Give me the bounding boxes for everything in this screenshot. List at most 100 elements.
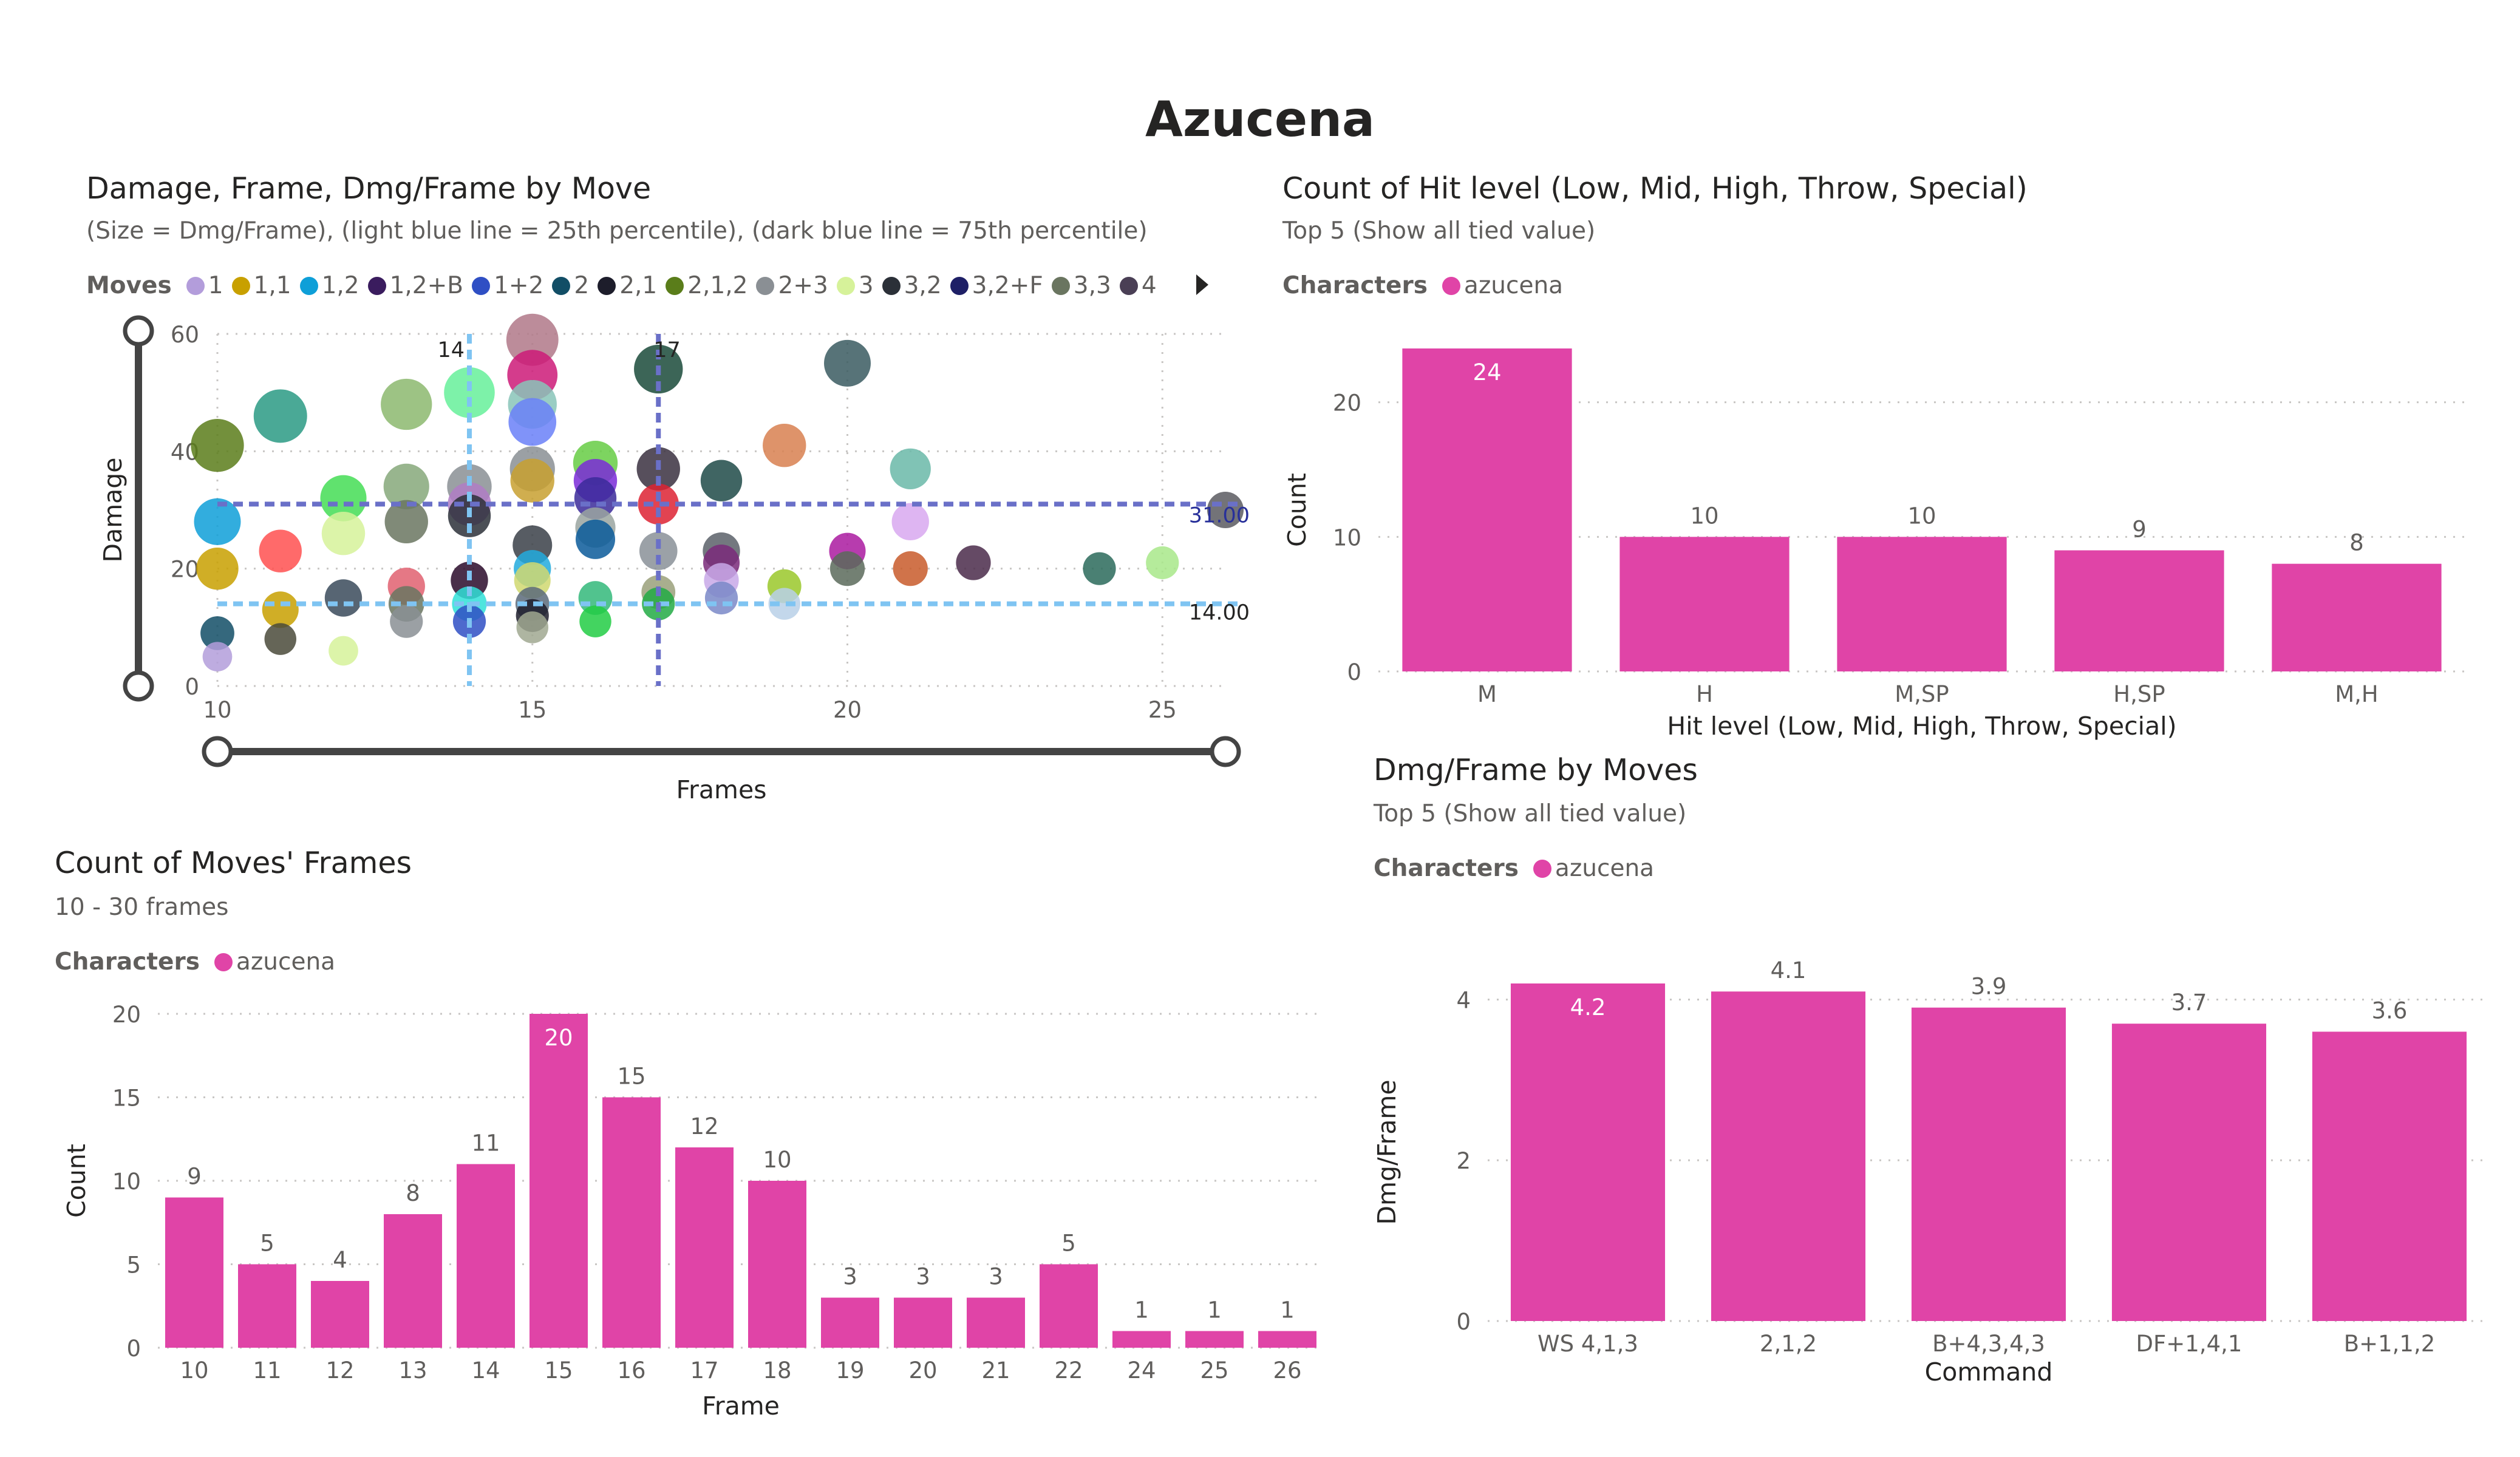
scatter-point[interactable] bbox=[893, 551, 928, 586]
scatter-point[interactable] bbox=[575, 519, 616, 559]
bar[interactable] bbox=[2054, 550, 2224, 672]
bar[interactable] bbox=[311, 1281, 369, 1348]
scatter-point[interactable] bbox=[891, 503, 929, 541]
scatter-point[interactable] bbox=[264, 623, 296, 655]
scatter-legend-item[interactable]: 1,2+B bbox=[367, 272, 463, 299]
scatter-point[interactable] bbox=[956, 545, 991, 580]
scatter-point[interactable] bbox=[253, 389, 307, 443]
data-label: 4.1 bbox=[1771, 957, 1807, 983]
scatter-point[interactable] bbox=[1146, 546, 1179, 580]
y-range-slider-handle[interactable] bbox=[123, 670, 154, 702]
bar[interactable] bbox=[2111, 1024, 2267, 1321]
scatter-legend-item[interactable]: 2 bbox=[552, 272, 589, 299]
bar[interactable] bbox=[238, 1264, 296, 1348]
scatter-legend-item[interactable]: 3 bbox=[836, 272, 874, 299]
scatter-point[interactable] bbox=[320, 475, 367, 521]
scatter-legend-item[interactable]: 2+3 bbox=[756, 272, 828, 299]
scatter-point[interactable] bbox=[763, 423, 806, 467]
data-label: 11 bbox=[471, 1130, 500, 1156]
scatter-point[interactable] bbox=[574, 477, 617, 520]
scatter-point[interactable] bbox=[329, 636, 358, 666]
scatter-point[interactable] bbox=[390, 605, 423, 638]
scatter-point[interactable] bbox=[191, 419, 244, 472]
scatter-point[interactable] bbox=[506, 313, 559, 366]
scatter-point[interactable] bbox=[259, 529, 302, 572]
bar[interactable] bbox=[2312, 1031, 2467, 1321]
scatter-point[interactable] bbox=[639, 532, 678, 570]
scatter-legend-item[interactable]: 2,1 bbox=[598, 272, 657, 299]
bar[interactable] bbox=[967, 1297, 1025, 1348]
hit-level-chart-title: Count of Hit level (Low, Mid, High, Thro… bbox=[1282, 171, 2028, 206]
bar[interactable] bbox=[2272, 563, 2442, 671]
bar[interactable] bbox=[1911, 1007, 2066, 1321]
x-axis-title: Frame bbox=[702, 1391, 780, 1421]
scatter-legend-item[interactable]: 1+2 bbox=[472, 272, 543, 299]
scatter-point[interactable] bbox=[1207, 491, 1244, 529]
scatter-point[interactable] bbox=[444, 367, 495, 418]
legend-dot-icon bbox=[598, 276, 616, 295]
bar[interactable] bbox=[821, 1297, 879, 1348]
bar[interactable] bbox=[1112, 1331, 1171, 1348]
scatter-point[interactable] bbox=[194, 498, 241, 545]
scatter-legend-item[interactable]: 3,2 bbox=[882, 272, 942, 299]
scatter-legend-item-label: 1 bbox=[208, 272, 223, 299]
legend-dot-icon bbox=[1533, 859, 1551, 878]
x-tick-label: 25 bbox=[1148, 697, 1177, 723]
scatter-point[interactable] bbox=[321, 511, 366, 555]
bar[interactable] bbox=[1040, 1264, 1098, 1348]
y-tick-label: 0 bbox=[1347, 659, 1361, 685]
scatter-point[interactable] bbox=[384, 500, 428, 544]
scatter-legend-item[interactable]: 1 bbox=[186, 272, 223, 299]
scatter-legend-item[interactable]: 1,2 bbox=[299, 272, 359, 299]
scatter-point[interactable] bbox=[383, 463, 429, 509]
scatter-point[interactable] bbox=[196, 547, 239, 590]
scatter-legend-item[interactable]: 3,3 bbox=[1051, 272, 1111, 299]
scatter-point[interactable] bbox=[579, 605, 611, 637]
scatter-point[interactable] bbox=[508, 398, 557, 446]
bar[interactable] bbox=[1837, 537, 2007, 671]
bar[interactable] bbox=[675, 1147, 734, 1348]
bar[interactable] bbox=[1510, 983, 1666, 1321]
scatter-point[interactable] bbox=[700, 460, 743, 501]
bar[interactable] bbox=[457, 1164, 515, 1348]
scatter-point[interactable] bbox=[516, 611, 548, 644]
bar[interactable] bbox=[1258, 1331, 1316, 1348]
scatter-point[interactable] bbox=[890, 448, 931, 489]
scatter-point[interactable] bbox=[202, 642, 233, 672]
scatter-legend-item[interactable]: 4 bbox=[1119, 272, 1157, 299]
legend-dot-icon bbox=[950, 276, 969, 295]
scatter-point[interactable] bbox=[638, 483, 679, 525]
bar[interactable] bbox=[165, 1197, 223, 1348]
bar[interactable] bbox=[1619, 537, 1790, 671]
scatter-point[interactable] bbox=[578, 581, 613, 615]
scatter-point[interactable] bbox=[514, 562, 551, 599]
x-range-slider-handle[interactable] bbox=[202, 736, 233, 767]
scatter-legend-item[interactable]: 1,1 bbox=[231, 272, 291, 299]
dmg-frame-legend-item: azucena bbox=[1533, 855, 1654, 882]
scatter-point[interactable] bbox=[829, 551, 865, 586]
scatter-point[interactable] bbox=[200, 616, 234, 650]
scatter-point[interactable] bbox=[1083, 552, 1116, 585]
bar[interactable] bbox=[530, 1014, 588, 1348]
legend-dot-icon bbox=[186, 276, 205, 295]
bar[interactable] bbox=[894, 1297, 952, 1348]
y-range-slider-handle[interactable] bbox=[123, 315, 154, 347]
scatter-point[interactable] bbox=[262, 591, 299, 628]
legend-next-arrow-icon[interactable] bbox=[1196, 274, 1208, 295]
scatter-legend-item[interactable]: 2,1,2 bbox=[666, 272, 747, 299]
scatter-point[interactable] bbox=[824, 339, 871, 387]
bar[interactable] bbox=[748, 1181, 806, 1348]
scatter-point[interactable] bbox=[768, 588, 800, 620]
bar[interactable] bbox=[602, 1097, 661, 1348]
x-range-slider-handle[interactable] bbox=[1210, 736, 1241, 767]
scatter-point[interactable] bbox=[381, 378, 432, 430]
scatter-point[interactable] bbox=[324, 579, 363, 617]
bar[interactable] bbox=[1185, 1331, 1244, 1348]
bar[interactable] bbox=[384, 1214, 442, 1348]
bar[interactable] bbox=[1711, 991, 1866, 1321]
scatter-legend-item[interactable]: 3,2+F bbox=[950, 272, 1043, 299]
bar[interactable] bbox=[1402, 348, 1572, 671]
scatter-point[interactable] bbox=[510, 458, 554, 503]
scatter-point[interactable] bbox=[704, 581, 738, 615]
